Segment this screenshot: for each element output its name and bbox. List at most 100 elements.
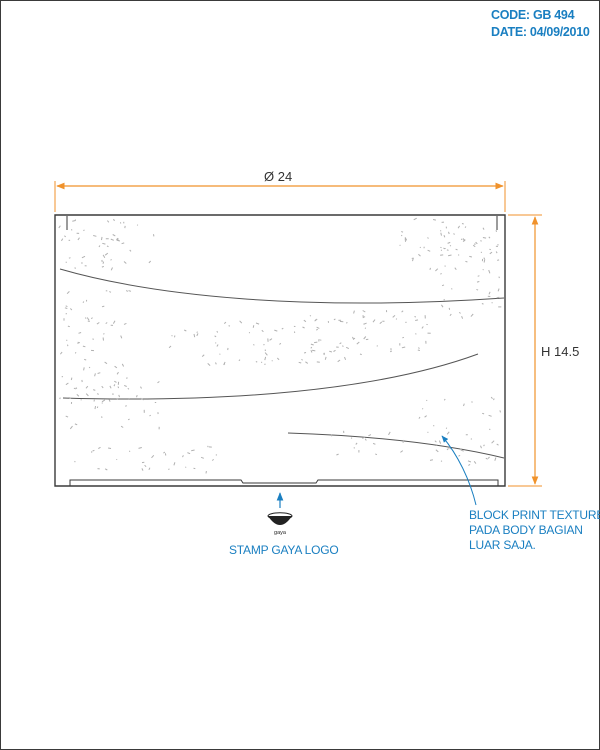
texture-speck [102,261,105,264]
texture-speck [104,252,109,256]
texture-speck [485,457,488,460]
texture-speck [75,387,78,390]
texture-speck [495,230,497,233]
texture-speck [60,351,63,355]
texture-speck [211,458,214,461]
texture-speck [102,254,106,259]
texture-speck [449,245,452,247]
texture-speck [417,347,420,349]
texture-speck [77,341,81,344]
texture-speck [200,456,204,459]
texture-speck [201,354,205,357]
texture-speck [434,440,437,443]
texture-speck [101,399,106,403]
texture-speck [101,385,104,389]
texture-speck [101,236,103,241]
texture-speck [58,225,61,229]
texture-speck [64,235,67,238]
texture-speck [440,460,443,462]
texture-speck [112,234,116,237]
texture-speck [443,235,446,238]
texture-speck [496,443,499,446]
texture-speck [419,246,422,249]
block-print-texture [58,217,502,474]
texture-speck [116,458,118,461]
texture-speck [417,349,421,351]
texture-speck [337,359,341,363]
texture-speck [126,289,128,292]
title-block: CODE: GB 494 DATE: 04/09/2010 [491,7,590,41]
texture-speck [415,319,419,321]
texture-speck [136,224,139,226]
texture-speck [429,267,431,270]
texture-speck [168,345,172,349]
texture-speck [260,361,263,364]
texture-speck [148,467,151,471]
texture-speck [279,342,282,345]
texture-speck [446,431,450,435]
texture-speck [494,457,497,461]
texture-speck [303,319,307,323]
texture-speck [310,349,313,353]
texture-speck [464,226,467,228]
texture-speck [69,425,73,430]
texture-speck [305,361,309,364]
texture-speck [443,298,445,301]
texture-speck [110,267,113,271]
texture-speck [96,322,100,325]
texture-speck [83,229,85,232]
diameter-dimension [54,181,506,212]
texture-speck [64,307,68,309]
texture-speck [86,317,90,321]
texture-speck [414,316,417,318]
texture-speck [110,238,114,241]
texture-speck [467,460,472,463]
texture-speck [274,329,278,332]
texture-speck [469,255,473,258]
texture-speck [462,238,466,242]
texture-speck [458,454,461,457]
texture-speck [477,275,480,277]
texture-speck [60,238,64,242]
texture-speck [465,260,468,263]
texture-speck [470,313,474,317]
texture-speck [379,321,383,324]
texture-speck [123,322,127,325]
texture-speck [104,361,108,365]
texture-speck [65,415,69,418]
texture-speck [103,333,105,335]
texture-speck [108,399,111,402]
texture-speck [93,389,96,391]
texture-speck [120,425,124,428]
texture-speck [151,454,155,459]
logo-caption: STAMP GAYA LOGO [229,543,339,557]
texture-speck [187,452,191,455]
texture-speck [362,436,365,439]
texture-speck [482,227,485,230]
texture-leader-arrow [441,435,477,506]
texture-note: BLOCK PRINT TEXTURE PADA BODY BAGIAN LUA… [469,508,600,553]
texture-note-line-2: PADA BODY BAGIAN [469,523,583,537]
texture-speck [74,423,78,426]
texture-speck [136,394,138,398]
texture-speck [264,356,267,361]
texture-speck [336,453,339,456]
texture-speck [372,442,376,445]
texture-speck [207,363,211,366]
texture-speck [447,254,452,257]
texture-speck [128,397,130,400]
texture-speck [346,321,348,324]
texture-speck [312,349,316,352]
texture-speck [324,356,327,360]
texture-speck [483,259,486,263]
texture-speck [193,333,196,338]
texture-speck [499,410,501,413]
texture-speck [109,291,112,293]
texture-speck [310,343,314,346]
texture-speck [98,245,101,248]
texture-speck [81,255,86,259]
texture-speck [264,352,268,356]
texture-speck [302,326,305,329]
texture-note-line-1: BLOCK PRINT TEXTURE [469,508,600,522]
texture-speck [196,331,198,333]
